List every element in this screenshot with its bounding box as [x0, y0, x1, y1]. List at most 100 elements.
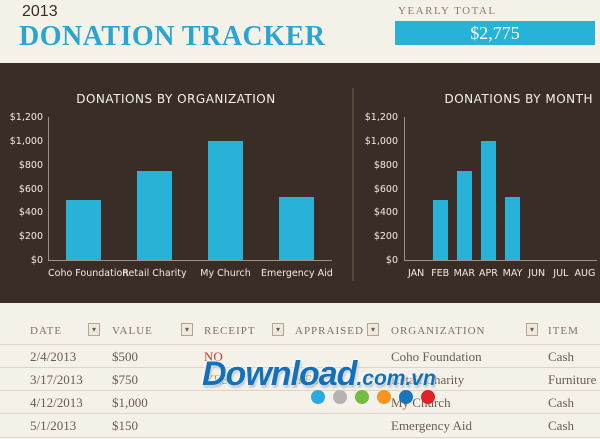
cell-item[interactable]: Furniture	[548, 372, 597, 387]
chevron-down-icon: ▾	[91, 325, 96, 334]
donations-by-organization-chart: DONATIONS BY ORGANIZATION $1,200 $1,000 $8…	[0, 63, 352, 303]
y-axis-tick-label: $400	[373, 207, 398, 219]
chevron-down-icon: ▾	[529, 325, 534, 334]
cell-date[interactable]: 5/1/2013	[30, 418, 77, 433]
cell-organization[interactable]: Retail Charity	[391, 372, 465, 387]
cell-item[interactable]: Cash	[548, 418, 574, 433]
donations-by-month-chart: DONATIONS BY MONTH $1,200 $1,000 $800 $600 $…	[352, 63, 600, 303]
x-axis-label: My Church	[200, 268, 251, 279]
table-row: 3/17/2013 $750 YES YES Retail Charity Fu…	[0, 368, 600, 391]
y-axis-tick-label: $0	[385, 255, 398, 266]
x-axis-line	[404, 260, 597, 261]
yearly-total-label: YEARLY TOTAL	[398, 5, 497, 17]
y-axis-tick-label: $400	[18, 207, 43, 219]
x-axis-line	[48, 260, 332, 261]
cell-organization[interactable]: Emergency Aid	[391, 418, 472, 433]
watermark-dot	[311, 390, 325, 404]
y-axis-tick-label: $200	[373, 231, 398, 243]
y-axis-tick-label: $1,000	[364, 135, 398, 147]
x-axis-label: AUG	[574, 268, 596, 279]
filter-button-receipt[interactable]: ▾	[272, 323, 284, 336]
cell-value[interactable]: $750	[112, 372, 138, 387]
download-watermark: Download.com.vn	[202, 355, 436, 394]
yearly-total-value: $2,775	[395, 21, 595, 45]
x-axis-label: Retail Charity	[122, 268, 187, 279]
y-axis-tick-label: $1,200	[364, 112, 398, 123]
chart-title: DONATIONS BY MONTH	[444, 92, 593, 106]
table-divider	[0, 413, 600, 414]
column-header-item: ITEM	[548, 325, 579, 337]
x-axis-label: JAN	[407, 268, 425, 279]
table-divider	[0, 344, 600, 345]
cell-value[interactable]: $1,000	[112, 395, 148, 410]
cell-date[interactable]: 2/4/2013	[30, 349, 77, 364]
filter-button-organization[interactable]: ▾	[526, 323, 538, 336]
x-axis-label: MAR	[453, 268, 475, 279]
y-axis-tick-label: $600	[18, 183, 43, 195]
x-axis-label: FEB	[431, 268, 450, 279]
y-axis-tick-label: $0	[30, 255, 43, 266]
x-axis-label: APR	[479, 268, 498, 279]
cell-value[interactable]: $150	[112, 418, 138, 433]
bar-apr	[480, 140, 496, 260]
y-axis-tick-label: $1,000	[9, 135, 43, 147]
x-axis-label: Coho Foundation	[48, 268, 129, 279]
y-axis-tick-label: $600	[373, 183, 398, 195]
cell-item[interactable]: Cash	[548, 395, 574, 410]
column-header-appraised: APPRAISED	[295, 325, 364, 337]
cell-date[interactable]: 4/12/2013	[30, 395, 83, 410]
table-row: 4/12/2013 $1,000 My Church Cash	[0, 391, 600, 414]
table-divider	[0, 367, 600, 368]
watermark-text: Download	[202, 355, 357, 393]
x-axis-label: JUL	[553, 268, 569, 279]
cell-receipt[interactable]: YES	[204, 372, 229, 387]
filter-button-date[interactable]: ▾	[88, 323, 100, 336]
bar-feb	[432, 200, 448, 260]
watermark-suffix: .com.vn	[356, 367, 436, 390]
bar-coho-foundation	[66, 200, 101, 260]
x-axis-label: Emergency Aid	[261, 268, 333, 279]
column-header-receipt: RECEIPT	[204, 325, 256, 337]
year-label: 2013	[22, 3, 58, 20]
cell-organization[interactable]: Coho Foundation	[391, 349, 482, 364]
y-axis-line	[404, 117, 405, 260]
chart-panel-divider	[352, 88, 354, 281]
bar-emergency-aid	[279, 197, 314, 260]
cell-date[interactable]: 3/17/2013	[30, 372, 83, 387]
watermark-dot	[377, 390, 391, 404]
charts-panel: DONATIONS BY ORGANIZATION $1,200 $1,000 $8…	[0, 63, 600, 303]
chevron-down-icon: ▾	[275, 325, 280, 334]
table-divider	[0, 437, 600, 438]
cell-item[interactable]: Cash	[548, 349, 574, 364]
column-header-date: DATE	[30, 325, 63, 337]
filter-button-value[interactable]: ▾	[181, 323, 193, 336]
bar-retail-charity	[137, 170, 172, 260]
filter-button-appraised[interactable]: ▾	[367, 323, 379, 336]
x-axis-label: MAY	[502, 268, 523, 279]
y-axis-tick-label: $1,200	[9, 112, 43, 123]
chart-title: DONATIONS BY ORGANIZATION	[76, 92, 276, 106]
x-axis-label: JUN	[528, 268, 546, 279]
column-header-value: VALUE	[112, 325, 153, 337]
bar-mar	[456, 170, 472, 260]
y-axis-line	[48, 117, 49, 260]
cell-receipt[interactable]: NO	[204, 349, 223, 364]
table-divider	[0, 390, 600, 391]
cell-value[interactable]: $500	[112, 349, 138, 364]
column-header-organization: ORGANIZATION	[391, 325, 486, 337]
page-title: DONATION TRACKER	[19, 21, 326, 52]
y-axis-tick-label: $800	[373, 159, 398, 171]
table-row: 5/1/2013 $150 Emergency Aid Cash	[0, 414, 600, 437]
cell-appraised[interactable]: YES	[295, 372, 320, 387]
watermark-dot	[355, 390, 369, 404]
chevron-down-icon: ▾	[370, 325, 375, 334]
bar-may	[505, 197, 521, 260]
chevron-down-icon: ▾	[184, 325, 189, 334]
watermark-dot	[333, 390, 347, 404]
y-axis-tick-label: $800	[18, 159, 43, 171]
watermark-dot	[421, 390, 435, 404]
table-row: 2/4/2013 $500 NO Coho Foundation Cash	[0, 345, 600, 368]
y-axis-tick-label: $200	[18, 231, 43, 243]
watermark-dot	[399, 390, 413, 404]
bar-my-church	[208, 140, 243, 260]
